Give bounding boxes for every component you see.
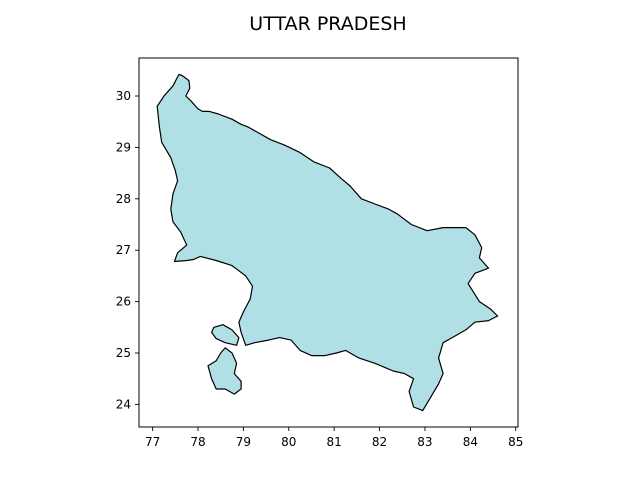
y-tick-label: 26 (116, 295, 131, 309)
region-lobe-outline (211, 324, 240, 346)
x-tick-label: 83 (417, 435, 432, 449)
x-tick-label: 84 (463, 435, 478, 449)
x-tick-label: 82 (372, 435, 387, 449)
plot-area: 77 78 79 80 81 82 83 84 85 24 25 26 27 28 29 30 (116, 57, 523, 449)
y-tick-label: 24 (116, 397, 131, 411)
region-layer (156, 73, 499, 412)
x-tick-label: 79 (236, 435, 251, 449)
x-axis: 77 78 79 80 81 82 83 84 85 (145, 427, 523, 449)
y-tick-label: 29 (116, 140, 131, 154)
x-tick-label: 77 (145, 435, 160, 449)
y-axis: 24 25 26 27 28 29 30 (116, 89, 139, 411)
x-tick-label: 81 (327, 435, 342, 449)
x-tick-label: 78 (190, 435, 205, 449)
map-title: UTTAR PRADESH (249, 13, 406, 35)
x-tick-label: 85 (508, 435, 523, 449)
y-tick-label: 27 (116, 243, 131, 257)
y-tick-label: 25 (116, 346, 131, 360)
region-exclave-outline (207, 347, 242, 395)
y-tick-label: 28 (116, 192, 131, 206)
x-tick-label: 80 (281, 435, 296, 449)
region-main-outline (156, 73, 499, 412)
y-tick-label: 30 (116, 89, 131, 103)
